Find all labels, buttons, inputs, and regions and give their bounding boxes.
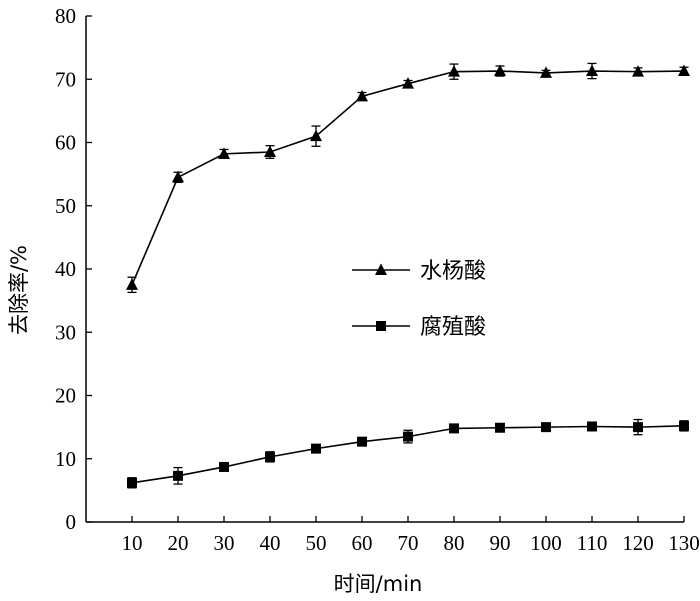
y-tick-label: 30 (55, 320, 76, 344)
data-point (403, 431, 413, 442)
legend: 水杨酸 腐殖酸 (352, 259, 486, 340)
data-point (311, 443, 321, 454)
y-tick-label: 50 (55, 194, 76, 218)
plot-area (126, 62, 690, 489)
data-point (633, 422, 643, 433)
y-tick-label: 80 (55, 4, 76, 28)
data-point (632, 65, 644, 77)
data-point (356, 89, 368, 102)
series-1 (126, 62, 690, 294)
data-point (402, 77, 414, 89)
data-point (678, 64, 690, 77)
y-tick-label: 40 (55, 257, 76, 281)
data-point (357, 436, 367, 447)
data-point (540, 66, 552, 78)
data-point (586, 64, 598, 77)
x-tick-label: 110 (577, 531, 608, 555)
data-point (494, 64, 506, 77)
x-tick-label: 60 (352, 531, 373, 555)
x-tick-label: 50 (306, 531, 327, 555)
y-tick-label: 10 (55, 447, 76, 471)
x-tick-label: 90 (490, 531, 511, 555)
x-tick-label: 120 (622, 531, 654, 555)
y-tick-label: 20 (55, 384, 76, 408)
data-point (679, 420, 689, 431)
x-tick-label: 10 (122, 531, 143, 555)
data-point (173, 470, 183, 481)
data-point (448, 65, 460, 77)
y-tick-label: 60 (55, 131, 76, 155)
x-tick-label: 80 (444, 531, 465, 555)
y-tick-label: 0 (66, 510, 77, 534)
y-ticks: 0 10 20 30 40 50 60 70 80 (55, 4, 92, 534)
series-line (131, 70, 685, 286)
x-tick-label: 20 (168, 531, 189, 555)
data-point (449, 423, 459, 434)
x-tick-label: 130 (668, 531, 700, 555)
series-2 (127, 418, 689, 489)
axes (85, 16, 684, 523)
data-point (127, 477, 137, 488)
legend-label-series-2: 腐殖酸 (420, 315, 486, 340)
data-point (126, 278, 138, 290)
x-tick-label: 100 (530, 531, 562, 555)
data-point (541, 422, 551, 433)
legend-marker-series-2 (376, 321, 386, 331)
data-point (219, 461, 229, 472)
data-point (495, 422, 505, 433)
data-point (310, 129, 322, 142)
legend-marker-series-1 (375, 263, 387, 275)
x-tick-label: 70 (398, 531, 419, 555)
data-point (264, 145, 276, 157)
data-point (172, 170, 184, 183)
data-point (587, 421, 597, 432)
y-axis-label: 去除率/% (7, 245, 31, 335)
x-ticks: 10 20 30 40 50 60 70 80 90 100 110 120 130 (122, 516, 700, 555)
x-tick-label: 30 (214, 531, 235, 555)
x-axis-label: 时间/min (334, 572, 423, 596)
legend-label-series-1: 水杨酸 (420, 259, 486, 284)
data-point (218, 147, 230, 159)
x-tick-label: 40 (260, 531, 281, 555)
y-tick-label: 70 (55, 67, 76, 91)
data-point (265, 451, 275, 462)
